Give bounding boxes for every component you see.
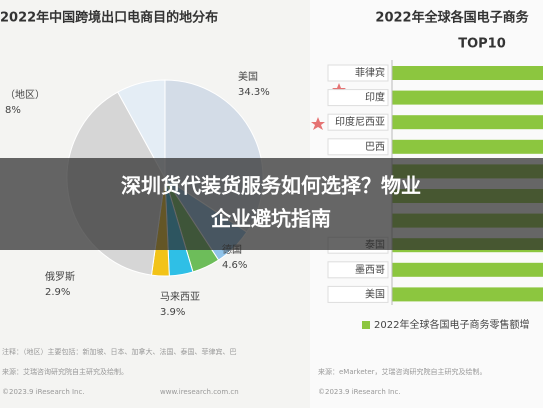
footnote: www.iresearch.com.cn [160,388,239,396]
bar [392,115,543,130]
footnote: 来源：eMarketer，艾瑞咨询研究院自主研究及绘制。 [318,367,487,376]
label-box [327,285,389,303]
footnote: 注释：（地区）主要包括：新加坡、日本、加拿大、法国、泰国、菲律宾、巴 [2,347,237,356]
chart-title: 2022年中国跨境出口电商目的地分布 [0,10,218,26]
label-box [327,113,389,131]
headline-band [0,158,543,250]
pie-slice [117,79,166,179]
label-box [327,138,389,156]
headline: 深圳货代装货服务如何选择？物业 [121,174,421,198]
bar [392,262,543,277]
pie-chart: 2022年中国跨境出口电商目的地分布 [0,10,218,26]
slice-value: 8% [5,105,21,116]
slice-value: 2.9% [45,287,70,298]
footnote: ©2023.9 iResearch Inc. [318,388,401,396]
y-tick-label: 印度 [365,91,385,104]
slice-label: （地区） [5,88,45,101]
y-tick-label: 印度尼西亚 [335,115,385,128]
slice-label: 俄罗斯 [45,270,75,283]
slice-label: 马来西亚 [160,291,200,303]
label-box [327,64,389,82]
legend-swatch [362,321,370,329]
label-box [327,261,389,279]
bar [392,287,543,302]
slice-value: 3.9% [160,307,185,318]
legend-label: 2022年全球各国电子商务零售额增 [374,318,529,331]
slice-value: 34.3% [238,87,270,98]
y-tick-label: 巴西 [365,141,385,153]
label-box [327,89,389,107]
headline: 企业避坑指南 [210,207,331,231]
slice-value: 4.6% [222,260,247,271]
chart-subtitle: TOP10 [458,37,506,52]
y-tick-label: 美国 [365,287,385,300]
bar [392,90,543,105]
chart-title: 2022年全球各国电子商务 [375,10,529,26]
star-icon [311,117,325,130]
bar [392,139,543,154]
y-tick-label: 墨西哥 [355,264,385,276]
footnote: 来源：艾瑞咨询研究院自主研究及绘制。 [2,367,128,376]
slice-label: 美国 [238,70,258,83]
bar [392,66,543,80]
y-tick-label: 菲律宾 [355,66,385,79]
footnote: ©2023.9 iResearch Inc. [2,388,85,396]
